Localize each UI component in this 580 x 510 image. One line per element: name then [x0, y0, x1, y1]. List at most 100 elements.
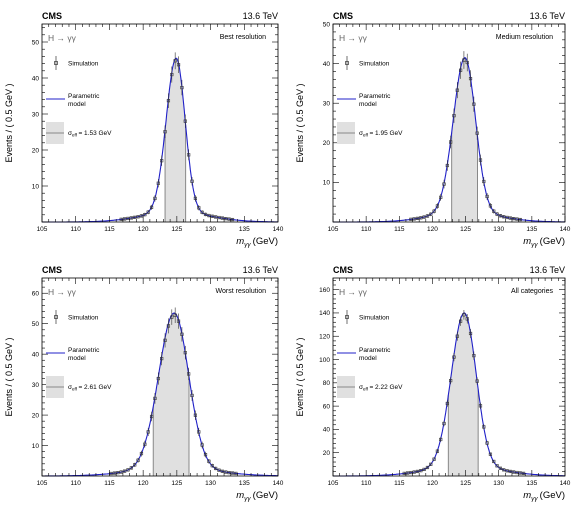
simulation-point [143, 213, 147, 217]
x-tick-label: 140 [560, 226, 571, 233]
simulation-point [502, 215, 506, 219]
simulation-point [485, 194, 489, 199]
legend-sigma-label: σeff = 2.22 GeV [359, 384, 403, 392]
panel-3: 105 110 115 120 125 130 135 140 10 20 30 40 50 60 CMS 1… [4, 265, 284, 503]
x-tick-label: 115 [104, 480, 115, 487]
x-tick-label: 110 [361, 480, 372, 487]
x-tick-label: 140 [560, 480, 571, 487]
simulation-point [425, 214, 430, 218]
category-label: Best resolution [220, 34, 266, 41]
simulation-point [207, 459, 211, 463]
x-axis-title: mγγ (GeV) [236, 490, 278, 503]
simulation-point [129, 466, 133, 470]
simulation-point [139, 214, 144, 218]
simulation-point [183, 119, 187, 123]
simulation-point [439, 195, 443, 199]
parametric-model-line [42, 57, 278, 223]
x-tick-label: 125 [171, 226, 182, 233]
y-tick-label: 40 [323, 61, 331, 68]
simulation-point [200, 443, 204, 447]
legend-sigma-value: = 1.95 GeV [369, 130, 403, 137]
simulation-point [126, 216, 130, 221]
simulation-point [126, 468, 130, 472]
x-axis-title-var: m [523, 490, 531, 501]
y-axis-title: Events / ( 0.5 GeV ) [295, 337, 305, 416]
parametric-model-line [42, 312, 278, 477]
x-tick-label: 105 [37, 480, 48, 487]
x-axis: 105 110 115 120 125 130 135 140 [328, 278, 571, 487]
legend-simulation-label: Simulation [359, 315, 390, 322]
simulation-point [472, 354, 476, 358]
simulation-point [449, 378, 453, 383]
panel-4: 105 110 115 120 125 130 135 140 20 40 60 80 100 120 14… [295, 265, 571, 503]
legend-simulation-label: Simulation [359, 61, 390, 68]
legend-sigma-label: σeff = 1.53 GeV [68, 130, 112, 138]
y-axis: 20 40 60 80 100 120 140 160 [319, 280, 565, 477]
simulation-point [176, 319, 181, 323]
y-tick-label: 100 [319, 357, 330, 364]
legend-model-label-2: model [359, 355, 377, 362]
simulation-point [176, 63, 181, 67]
simulation-point [143, 442, 147, 446]
process-label: H → γγ [339, 287, 368, 297]
simulation-point [502, 468, 506, 472]
x-tick-label: 140 [273, 480, 284, 487]
x-axis-title-unit: (GeV) [540, 490, 565, 501]
y-tick-label: 40 [32, 75, 40, 82]
category-label: Worst resolution [216, 288, 267, 295]
legend-simulation-label: Simulation [68, 61, 99, 68]
simulation-point [139, 451, 144, 456]
simulation-point [409, 470, 413, 475]
x-tick-label: 105 [37, 226, 48, 233]
legend-simulation-marker [54, 61, 58, 65]
simulation-point [166, 324, 171, 328]
simulation-point [210, 214, 214, 218]
simulation-point [455, 334, 459, 338]
plot-frame [41, 23, 279, 223]
legend-sigma-sub: eff [363, 387, 369, 392]
sigma-eff-band [447, 312, 479, 476]
simulation-point [505, 469, 509, 473]
x-axis-title-unit: (GeV) [253, 236, 278, 247]
simulation-point [422, 215, 426, 219]
simulation-point [190, 393, 194, 398]
y-axis-title: Events / ( 0.5 GeV ) [295, 83, 305, 162]
simulation-point [412, 470, 416, 474]
simulation-point [170, 72, 174, 77]
simulation-point [488, 452, 493, 456]
simulation-point [153, 396, 157, 400]
y-tick-label: 30 [32, 382, 40, 389]
simulation-point [210, 464, 214, 468]
simulation-point [445, 401, 449, 406]
simulation-point [465, 60, 469, 65]
legend-simulation-marker [345, 61, 349, 65]
legend-sigma-symbol: σ [68, 384, 72, 391]
simulation-point [116, 471, 120, 475]
y-tick-label: 10 [32, 183, 40, 190]
simulation-point [458, 319, 463, 323]
legend-sigma-sub: eff [363, 133, 369, 138]
simulation-point [136, 458, 140, 462]
simulation-point [435, 449, 440, 453]
simulation-point [183, 351, 187, 355]
simulation-point [146, 430, 150, 434]
x-axis-title: mγγ (GeV) [523, 236, 565, 249]
y-tick-label: 20 [32, 147, 40, 154]
simulation-point [133, 463, 137, 467]
simulation-point [475, 379, 479, 383]
x-axis-title: mγγ (GeV) [523, 490, 565, 503]
y-tick-label: 80 [323, 380, 331, 387]
legend-sigma-value: = 2.22 GeV [369, 384, 403, 391]
sigma-eff-band [451, 57, 479, 223]
x-tick-label: 115 [394, 480, 405, 487]
y-tick-label: 60 [32, 291, 40, 298]
y-tick-label: 120 [319, 334, 330, 341]
simulation-point [508, 216, 512, 220]
x-tick-label: 115 [104, 226, 115, 233]
simulation-point [227, 217, 231, 221]
simulation-point [409, 217, 413, 221]
simulation-point [203, 212, 208, 217]
x-tick-label: 130 [493, 226, 504, 233]
x-tick-label: 130 [205, 226, 216, 233]
simulation-point [224, 470, 228, 474]
